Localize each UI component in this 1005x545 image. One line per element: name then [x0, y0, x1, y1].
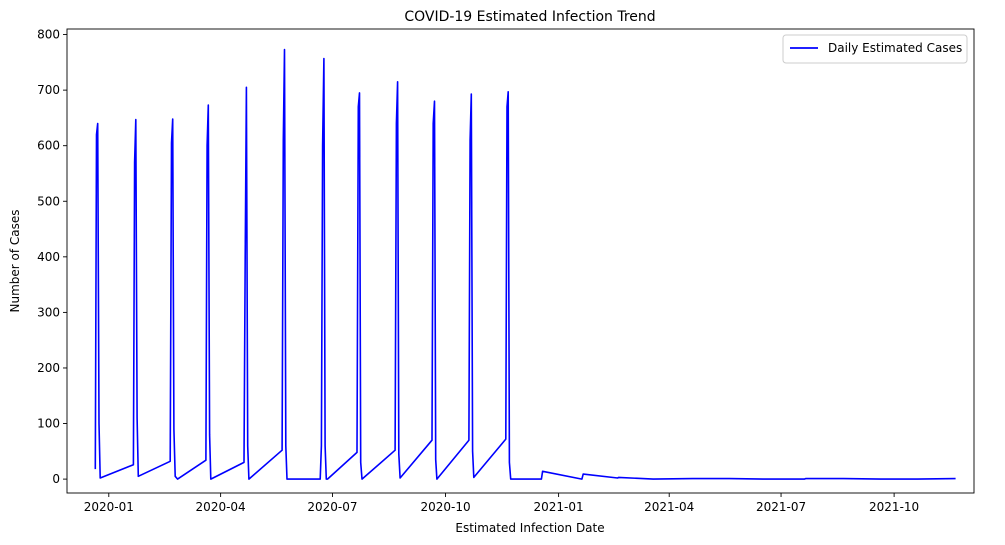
y-tick-label: 400 — [37, 250, 60, 264]
legend-label: Daily Estimated Cases — [828, 41, 962, 55]
series-lines — [94, 48, 956, 480]
y-axis: 0 100 200 300 400 500 600 700 800 — [37, 28, 67, 486]
x-tick-label: 2021-01 — [534, 500, 584, 514]
y-axis-label: Number of Cases — [8, 209, 22, 312]
chart-title: COVID-19 Estimated Infection Trend — [404, 9, 655, 25]
plot-frame — [66, 28, 975, 494]
y-tick-label: 200 — [37, 361, 60, 375]
x-tick-label: 2021-04 — [644, 500, 694, 514]
x-tick-label: 2021-07 — [756, 500, 806, 514]
y-tick-label: 500 — [37, 194, 60, 208]
y-tick-label: 800 — [37, 28, 60, 42]
x-tick-label: 2020-10 — [420, 500, 470, 514]
x-axis-label: Estimated Infection Date — [455, 521, 604, 535]
series-line — [94, 48, 956, 480]
x-tick-label: 2020-07 — [307, 500, 357, 514]
y-tick-label: 100 — [37, 417, 60, 431]
y-tick-label: 700 — [37, 83, 60, 97]
x-tick-label: 2020-04 — [196, 500, 246, 514]
x-axis: 2020-01 2020-04 2020-07 2020-10 2021-01 2021-… — [84, 493, 919, 514]
legend-box — [782, 34, 968, 64]
y-tick-label: 0 — [52, 472, 60, 486]
x-tick-label: 2020-01 — [84, 500, 134, 514]
plot-area: 2020-01 2020-04 2020-07 2020-10 2021-01 2021-… — [37, 28, 975, 514]
y-tick-label: 600 — [37, 139, 60, 153]
y-tick-label: 300 — [37, 305, 60, 319]
legend: Daily Estimated Cases — [782, 34, 968, 64]
x-tick-label: 2021-10 — [869, 500, 919, 514]
